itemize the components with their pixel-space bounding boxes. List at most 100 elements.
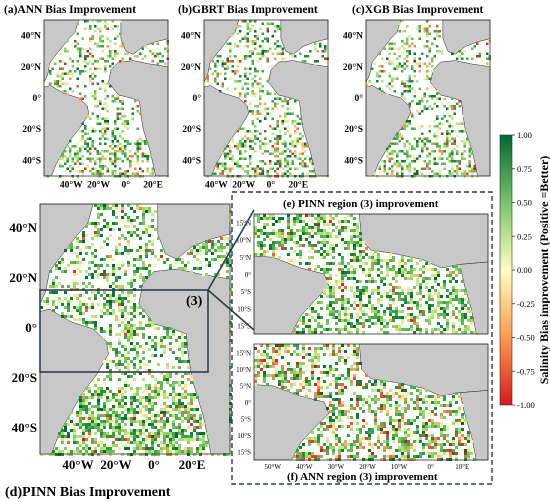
lat-tick-label: 40°N — [181, 31, 201, 42]
data-cell — [196, 243, 199, 246]
data-cell — [121, 438, 124, 441]
data-cell — [302, 244, 305, 247]
data-cell — [214, 80, 217, 83]
data-cell — [458, 443, 461, 446]
data-cell — [73, 294, 76, 297]
data-cell — [353, 347, 356, 350]
data-cell — [314, 62, 317, 65]
data-cell — [423, 45, 426, 48]
data-cell — [406, 125, 409, 128]
data-cell — [425, 434, 428, 437]
data-cell — [290, 371, 293, 374]
data-cell — [106, 396, 109, 399]
data-cell — [350, 428, 353, 431]
data-cell — [461, 52, 464, 55]
map-frame — [365, 19, 491, 177]
data-cell — [271, 100, 274, 103]
map-panel-c: 40°N20°N0°20°S40°S — [343, 19, 491, 178]
data-cell — [190, 381, 193, 384]
data-cell — [91, 420, 94, 423]
data-cell — [323, 232, 326, 235]
data-cell — [259, 95, 262, 98]
data-cell — [115, 354, 118, 357]
data-cell — [130, 330, 133, 333]
data-cell — [181, 417, 184, 420]
data-cell — [239, 135, 242, 138]
lat-tick-label: 5°S — [241, 288, 251, 296]
data-cell — [109, 387, 112, 390]
data-cell — [216, 82, 219, 85]
data-cell — [160, 450, 163, 453]
data-cell — [148, 450, 151, 453]
data-cell — [85, 399, 88, 402]
data-cell — [395, 271, 398, 274]
data-cell — [434, 422, 437, 425]
data-cell — [471, 170, 474, 173]
data-cell — [425, 286, 428, 289]
data-cell — [101, 172, 104, 175]
data-cell — [61, 152, 64, 155]
data-cell — [434, 437, 437, 440]
data-cell — [446, 301, 449, 304]
data-cell — [453, 137, 456, 140]
data-cell — [264, 37, 267, 40]
data-cell — [317, 313, 320, 316]
data-cell — [124, 270, 127, 273]
data-cell — [296, 392, 299, 395]
data-cell — [269, 22, 272, 25]
data-cell — [436, 30, 439, 33]
data-cell — [338, 440, 341, 443]
data-cell — [317, 392, 320, 395]
data-cell — [99, 30, 102, 33]
data-cell — [371, 268, 374, 271]
data-cell — [106, 342, 109, 345]
data-cell — [456, 172, 459, 175]
data-cell — [431, 434, 434, 437]
data-cell — [115, 207, 118, 210]
data-cell — [187, 438, 190, 441]
data-cell — [471, 172, 474, 175]
data-cell — [305, 377, 308, 380]
data-cell — [451, 52, 454, 55]
data-cell — [359, 280, 362, 283]
data-cell — [266, 353, 269, 356]
data-cell — [332, 229, 335, 232]
data-cell — [377, 313, 380, 316]
data-cell — [368, 440, 371, 443]
data-cell — [359, 253, 362, 256]
lat-tick-label: 40°S — [182, 155, 201, 166]
data-cell — [91, 285, 94, 288]
data-cell — [103, 381, 106, 384]
data-cell — [88, 429, 91, 432]
data-cell — [133, 330, 136, 333]
data-cell — [241, 167, 244, 170]
data-cell — [169, 441, 172, 444]
data-cell — [446, 274, 449, 277]
data-cell — [344, 289, 347, 292]
data-cell — [111, 170, 114, 173]
data-cell — [104, 60, 107, 63]
data-cell — [308, 262, 311, 265]
data-cell — [431, 295, 434, 298]
data-cell — [76, 160, 79, 163]
data-cell — [304, 55, 307, 58]
data-cell — [393, 77, 396, 80]
data-cell — [458, 325, 461, 328]
data-cell — [55, 276, 58, 279]
data-cell — [347, 220, 350, 223]
data-cell — [428, 319, 431, 322]
data-cell — [82, 435, 85, 438]
data-cell — [231, 65, 234, 68]
data-cell — [52, 282, 55, 285]
data-cell — [391, 42, 394, 45]
data-cell — [293, 371, 296, 374]
data-cell — [320, 220, 323, 223]
data-cell — [296, 235, 299, 238]
data-cell — [73, 279, 76, 282]
data-cell — [104, 20, 107, 23]
data-cell — [353, 244, 356, 247]
data-cell — [407, 319, 410, 322]
data-cell — [86, 132, 89, 135]
data-cell — [193, 249, 196, 252]
data-cell — [187, 441, 190, 444]
